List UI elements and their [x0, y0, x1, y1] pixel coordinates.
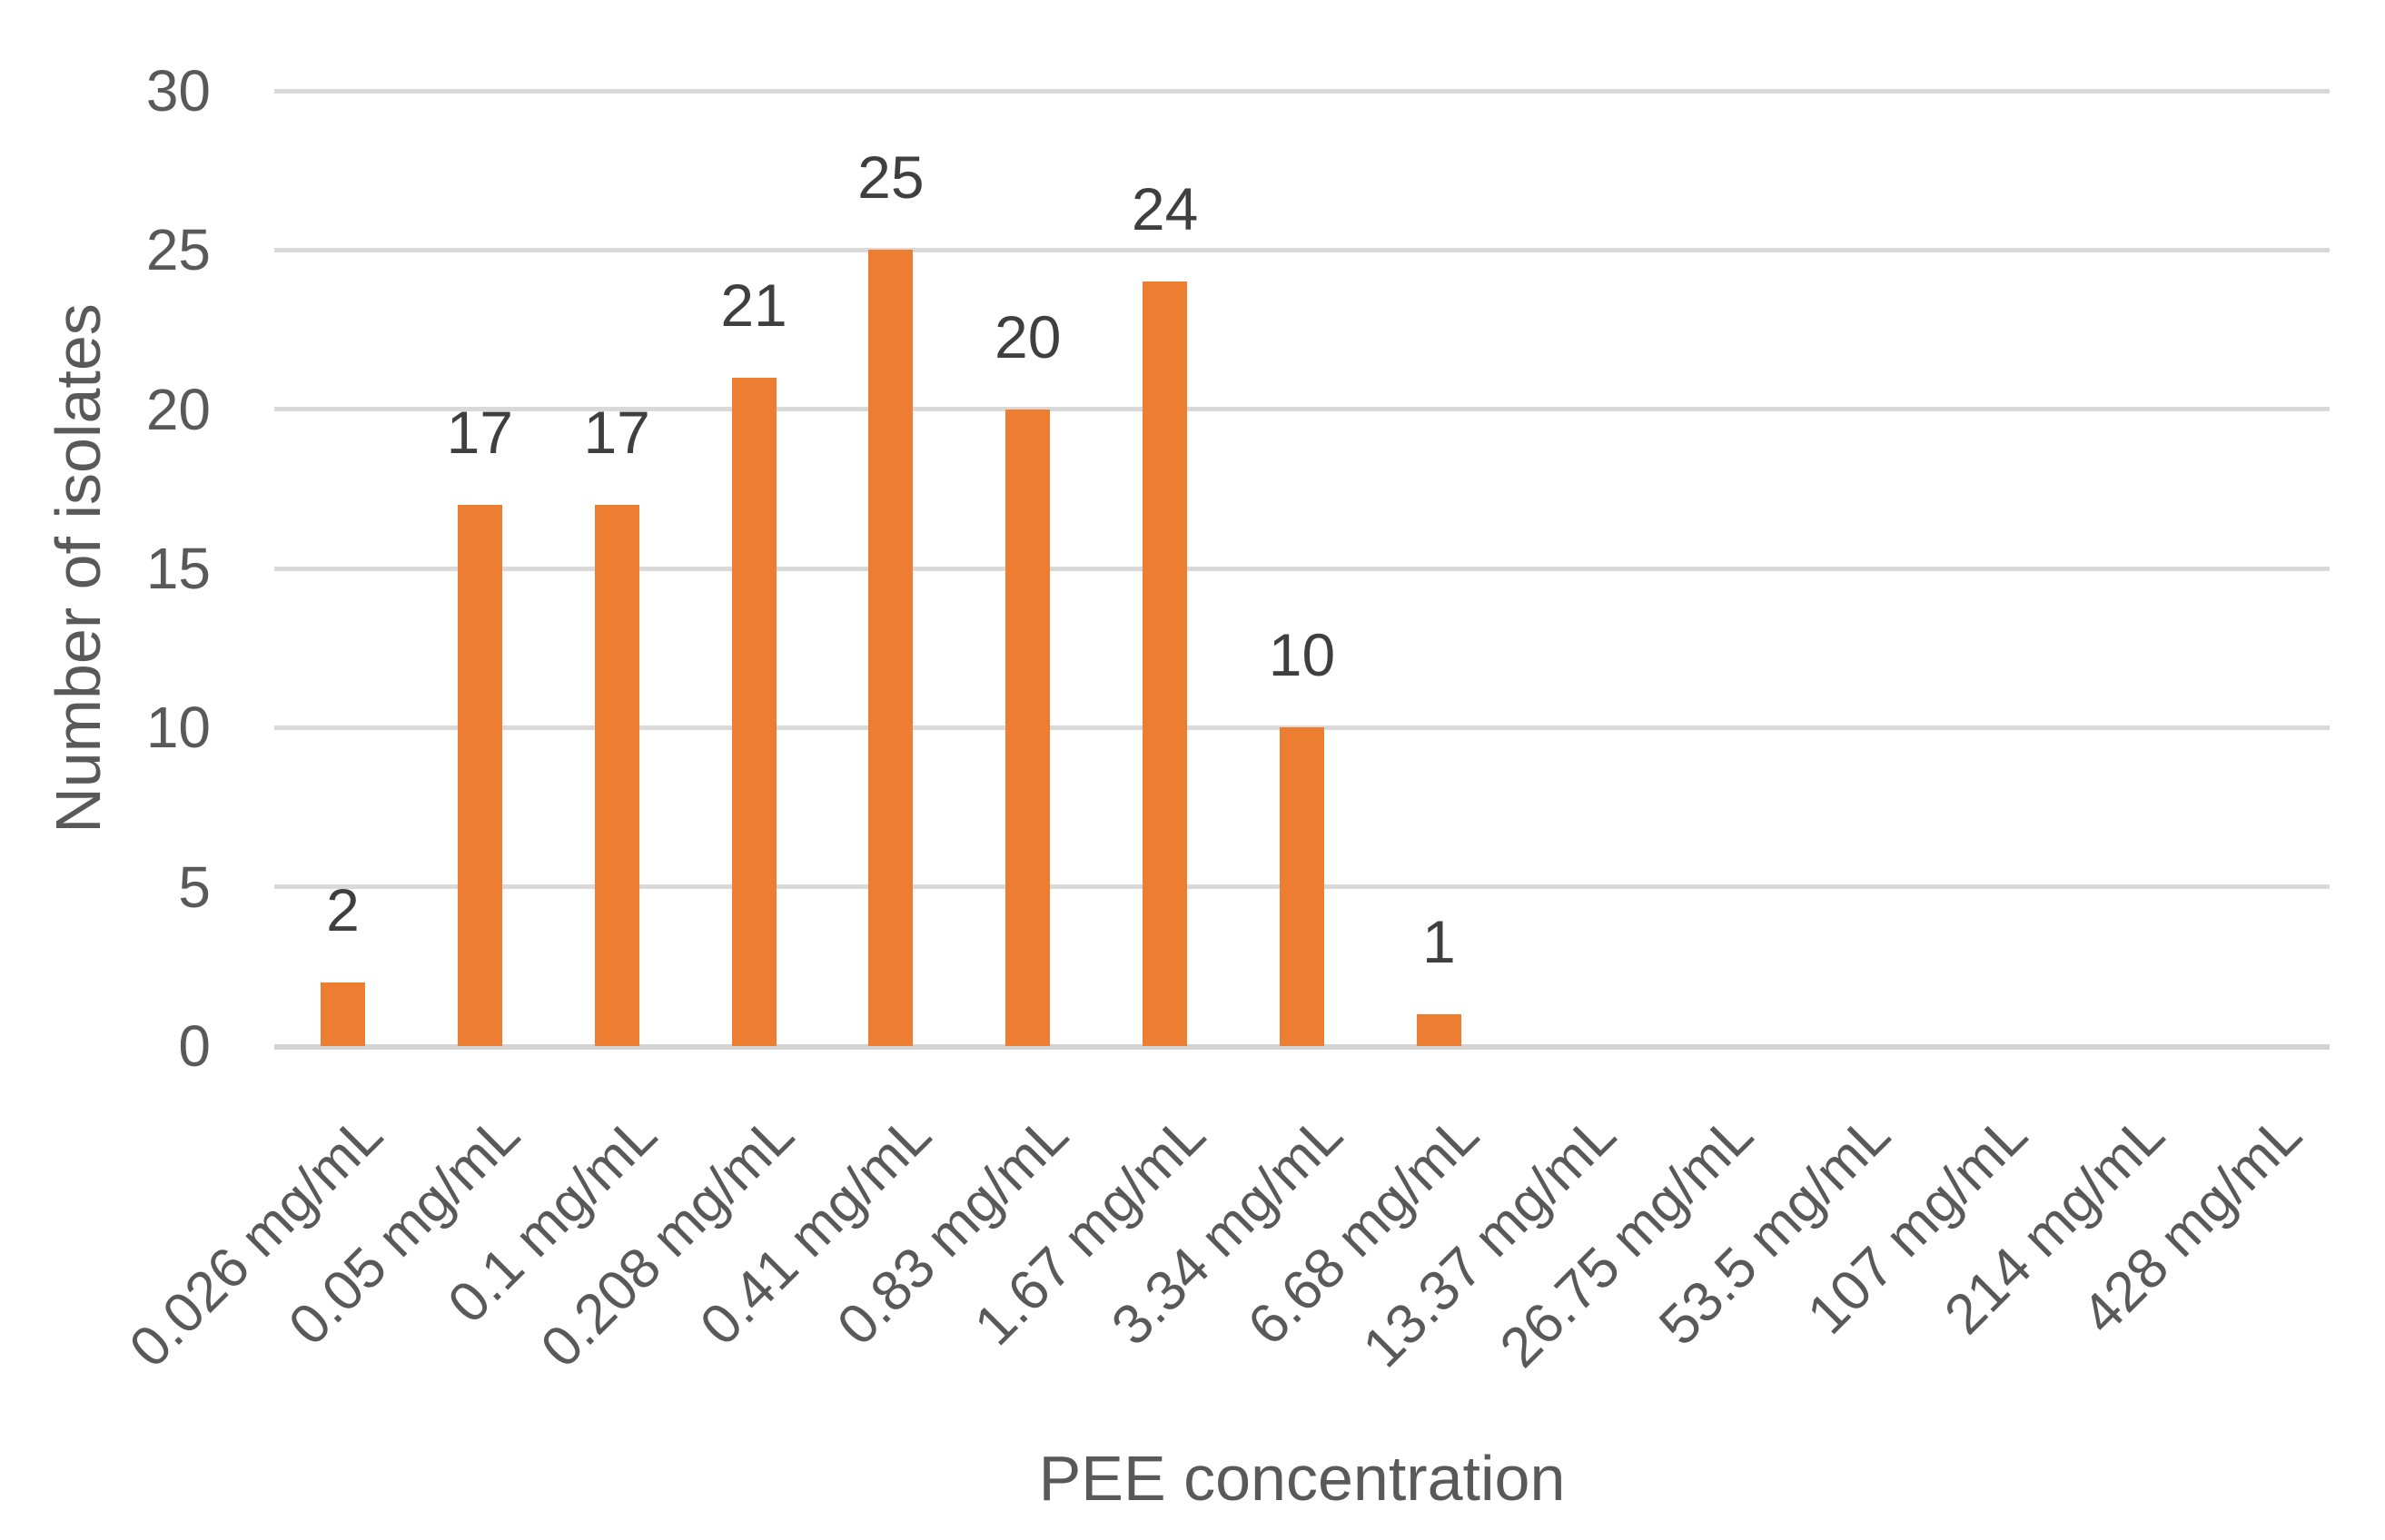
- bar: [868, 250, 914, 1046]
- bar: [1280, 727, 1324, 1046]
- bar: [594, 504, 639, 1046]
- bar-value-label: 17: [583, 398, 650, 466]
- y-tick-label: 30: [145, 58, 211, 123]
- gridline: [274, 88, 2330, 94]
- y-tick-label: 15: [145, 536, 211, 601]
- bar-value-label: 21: [720, 271, 787, 339]
- y-tick-label: 25: [145, 217, 211, 283]
- bar: [1143, 281, 1188, 1046]
- x-axis-line: [274, 1044, 2330, 1050]
- bar-value-label: 25: [857, 143, 925, 212]
- bar: [457, 504, 502, 1046]
- bar: [320, 982, 365, 1046]
- gridline: [274, 247, 2330, 252]
- gridline: [274, 407, 2330, 412]
- bar-value-label: 10: [1268, 621, 1336, 689]
- bar-value-label: 17: [446, 398, 513, 466]
- bar-value-label: 1: [1422, 907, 1456, 975]
- y-tick-label: 5: [178, 854, 211, 920]
- bar: [731, 377, 777, 1046]
- y-tick-label: 0: [178, 1013, 211, 1079]
- bar-value-label: 20: [995, 302, 1062, 370]
- x-axis-title: PEE concentration: [1038, 1443, 1566, 1514]
- bar: [1416, 1013, 1461, 1046]
- bar: [1005, 409, 1051, 1046]
- gridline: [274, 566, 2330, 571]
- bar-value-label: 2: [326, 875, 360, 943]
- y-tick-label: 20: [145, 376, 211, 442]
- bar-value-label: 24: [1131, 175, 1199, 243]
- y-tick-label: 10: [145, 695, 211, 761]
